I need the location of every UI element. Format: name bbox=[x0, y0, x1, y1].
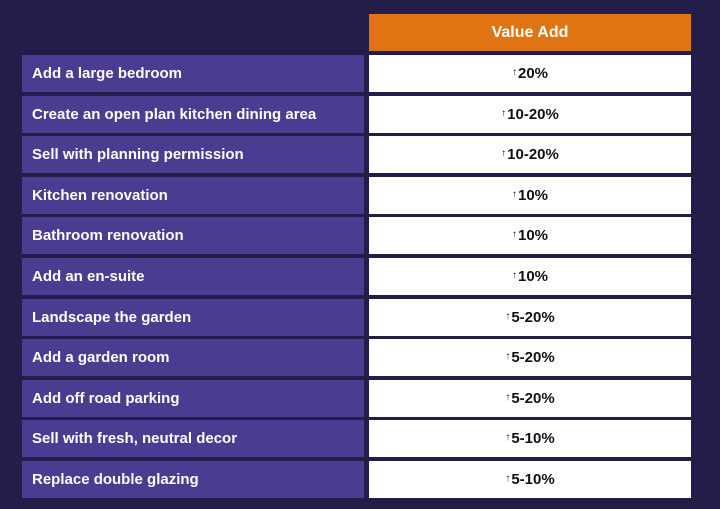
value-text: 20% bbox=[517, 65, 549, 82]
arrow-up-icon: ↑ bbox=[505, 351, 511, 363]
improvement-label: Sell with planning permission bbox=[22, 136, 364, 174]
value-text: 5-10% bbox=[511, 430, 555, 448]
arrow-up-icon: ↑ bbox=[505, 310, 511, 322]
improvement-label: Replace double glazing bbox=[22, 460, 364, 498]
arrow-up-icon: ↑ bbox=[501, 148, 507, 160]
value-cell: ↑ 10% bbox=[369, 257, 691, 295]
improvement-label: Add a large bedroom bbox=[22, 55, 364, 92]
table-header: Value Add bbox=[22, 14, 691, 51]
improvement-label: Add off road parking bbox=[22, 379, 364, 417]
value-cell: ↑ 10% bbox=[369, 217, 691, 255]
value-text: 10% bbox=[517, 267, 549, 285]
value-cell: ↑ 5-10% bbox=[369, 420, 691, 458]
value-cell: ↑ 10-20% bbox=[369, 136, 691, 174]
value-text: 10-20% bbox=[507, 146, 559, 164]
improvement-label: Create an open plan kitchen dining area bbox=[22, 95, 364, 133]
value-text: 5-20% bbox=[511, 349, 555, 367]
improvement-label: Landscape the garden bbox=[22, 298, 364, 336]
table-row: Sell with fresh, neutral decor ↑ 5-10% bbox=[22, 420, 691, 458]
table-row: Add off road parking ↑ 5-20% bbox=[22, 379, 691, 417]
value-text: 10-20% bbox=[507, 105, 559, 123]
value-cell: ↑ 10% bbox=[369, 176, 691, 214]
value-text: 5-20% bbox=[511, 308, 555, 326]
arrow-up-icon: ↑ bbox=[511, 188, 517, 200]
arrow-up-icon: ↑ bbox=[511, 269, 517, 281]
value-cell: ↑ 5-20% bbox=[369, 339, 691, 377]
table-row: Create an open plan kitchen dining area ↑… bbox=[22, 95, 691, 133]
value-cell: ↑ 10-20% bbox=[369, 95, 691, 133]
arrow-up-icon: ↑ bbox=[511, 229, 517, 241]
value-cell: ↑ 5-20% bbox=[369, 379, 691, 417]
value-text: 5-10% bbox=[511, 470, 555, 488]
improvement-label: Add a garden room bbox=[22, 339, 364, 377]
value-cell: ↑ 5-20% bbox=[369, 298, 691, 336]
improvement-label: Sell with fresh, neutral decor bbox=[22, 420, 364, 458]
table-row: Landscape the garden ↑ 5-20% bbox=[22, 298, 691, 336]
arrow-up-icon: ↑ bbox=[501, 107, 507, 119]
arrow-up-icon: ↑ bbox=[505, 391, 511, 403]
table-row: Add a garden room ↑ 5-20% bbox=[22, 339, 691, 377]
table-row: Sell with planning permission ↑ 10-20% bbox=[22, 136, 691, 174]
table-row: Kitchen renovation ↑ 10% bbox=[22, 176, 691, 214]
value-add-table: Value Add Add a large bedroom ↑ 20% Create … bbox=[22, 14, 691, 502]
header-spacer bbox=[22, 14, 364, 51]
table-row: Replace double glazing ↑ 5-10% bbox=[22, 460, 691, 498]
arrow-up-icon: ↑ bbox=[505, 432, 511, 444]
table-body: Add a large bedroom ↑ 20% Create an open pl… bbox=[22, 55, 691, 498]
improvement-label: Bathroom renovation bbox=[22, 217, 364, 255]
value-text: 10% bbox=[517, 186, 549, 204]
table-row: Add an en-suite ↑ 10% bbox=[22, 257, 691, 295]
improvement-label: Kitchen renovation bbox=[22, 176, 364, 214]
table-row: Bathroom renovation ↑ 10% bbox=[22, 217, 691, 255]
value-cell: ↑ 5-10% bbox=[369, 460, 691, 498]
arrow-up-icon: ↑ bbox=[511, 67, 517, 78]
value-text: 5-20% bbox=[511, 389, 555, 407]
arrow-up-icon: ↑ bbox=[505, 472, 511, 484]
value-cell: ↑ 20% bbox=[369, 55, 691, 92]
improvement-label: Add an en-suite bbox=[22, 257, 364, 295]
value-text: 10% bbox=[517, 227, 549, 245]
table-row: Add a large bedroom ↑ 20% bbox=[22, 55, 691, 92]
value-add-header: Value Add bbox=[369, 14, 691, 51]
